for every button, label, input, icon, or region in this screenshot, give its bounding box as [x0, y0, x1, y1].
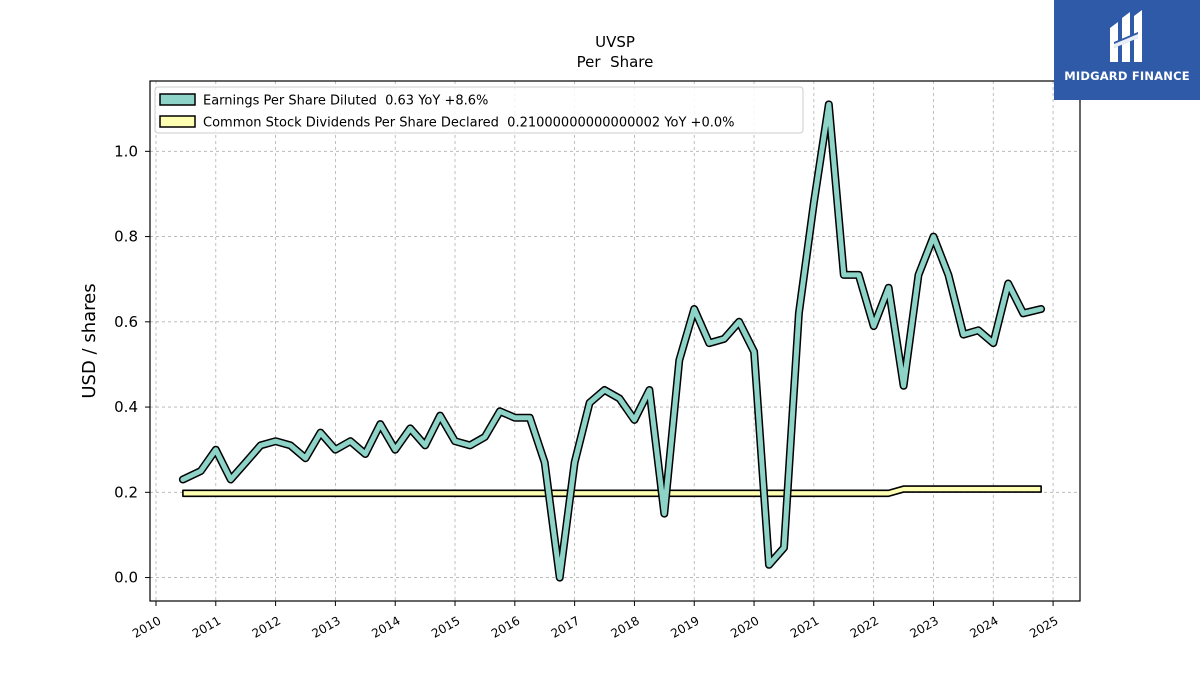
eps-series-line — [180, 101, 1044, 581]
x-tick-label: 2022 — [848, 613, 881, 640]
x-tick-label: 2025 — [1027, 613, 1060, 640]
y-tick-label: 0.8 — [114, 228, 138, 246]
eps-series-outline — [178, 100, 1046, 582]
grid — [150, 81, 1080, 601]
x-tick-label: 2010 — [130, 613, 163, 640]
y-tick-label: 0.2 — [114, 483, 138, 501]
x-tick-label: 2019 — [668, 613, 701, 640]
logo-text: MIDGARD FINANCE — [1064, 69, 1190, 83]
dividends-series-band — [182, 485, 1042, 498]
x-tick-label: 2011 — [190, 613, 223, 640]
legend-label-eps: Earnings Per Share Diluted 0.63 YoY +8.6… — [203, 94, 488, 109]
x-tick-label: 2017 — [549, 613, 582, 640]
y-tick-label: 1.0 — [114, 142, 138, 160]
x-tick-label: 2018 — [608, 613, 641, 640]
x-tick-label: 2020 — [728, 613, 761, 640]
legend: Earnings Per Share Diluted 0.63 YoY +8.6… — [154, 86, 804, 134]
chart-title: UVSP — [595, 33, 635, 51]
x-tick-label: 2014 — [369, 613, 402, 640]
x-tick-label: 2013 — [309, 613, 342, 640]
y-axis-label: USD / shares — [79, 283, 100, 398]
chart-subtitle: Per Share — [577, 53, 654, 71]
midgard-logo-icon — [1110, 10, 1142, 62]
series-layer — [178, 100, 1046, 582]
x-tick-label: 2015 — [429, 613, 462, 640]
x-tick-label: 2021 — [788, 613, 821, 640]
y-tick-label: 0.4 — [114, 398, 138, 416]
y-tick-label: 0.6 — [114, 313, 138, 331]
legend-swatch-eps — [159, 93, 196, 106]
y-tick-label: 0.0 — [114, 569, 138, 587]
x-tick-label: 2023 — [908, 613, 941, 640]
legend-label-dividends: Common Stock Dividends Per Share Declare… — [203, 116, 734, 131]
legend-box — [154, 86, 804, 134]
plot-frame — [149, 80, 1081, 602]
x-tick-label: 2012 — [250, 613, 283, 640]
axes: 0.0 0.2 0.4 0.6 0.8 1.0 2010 2011 2012 2013 2014 20… — [114, 142, 1060, 641]
x-tick-label: 2024 — [967, 613, 1000, 640]
brand-logo: MIDGARD FINANCE — [1054, 0, 1200, 100]
legend-swatch-dividends — [159, 115, 196, 128]
x-tick-label: 2016 — [489, 613, 522, 640]
